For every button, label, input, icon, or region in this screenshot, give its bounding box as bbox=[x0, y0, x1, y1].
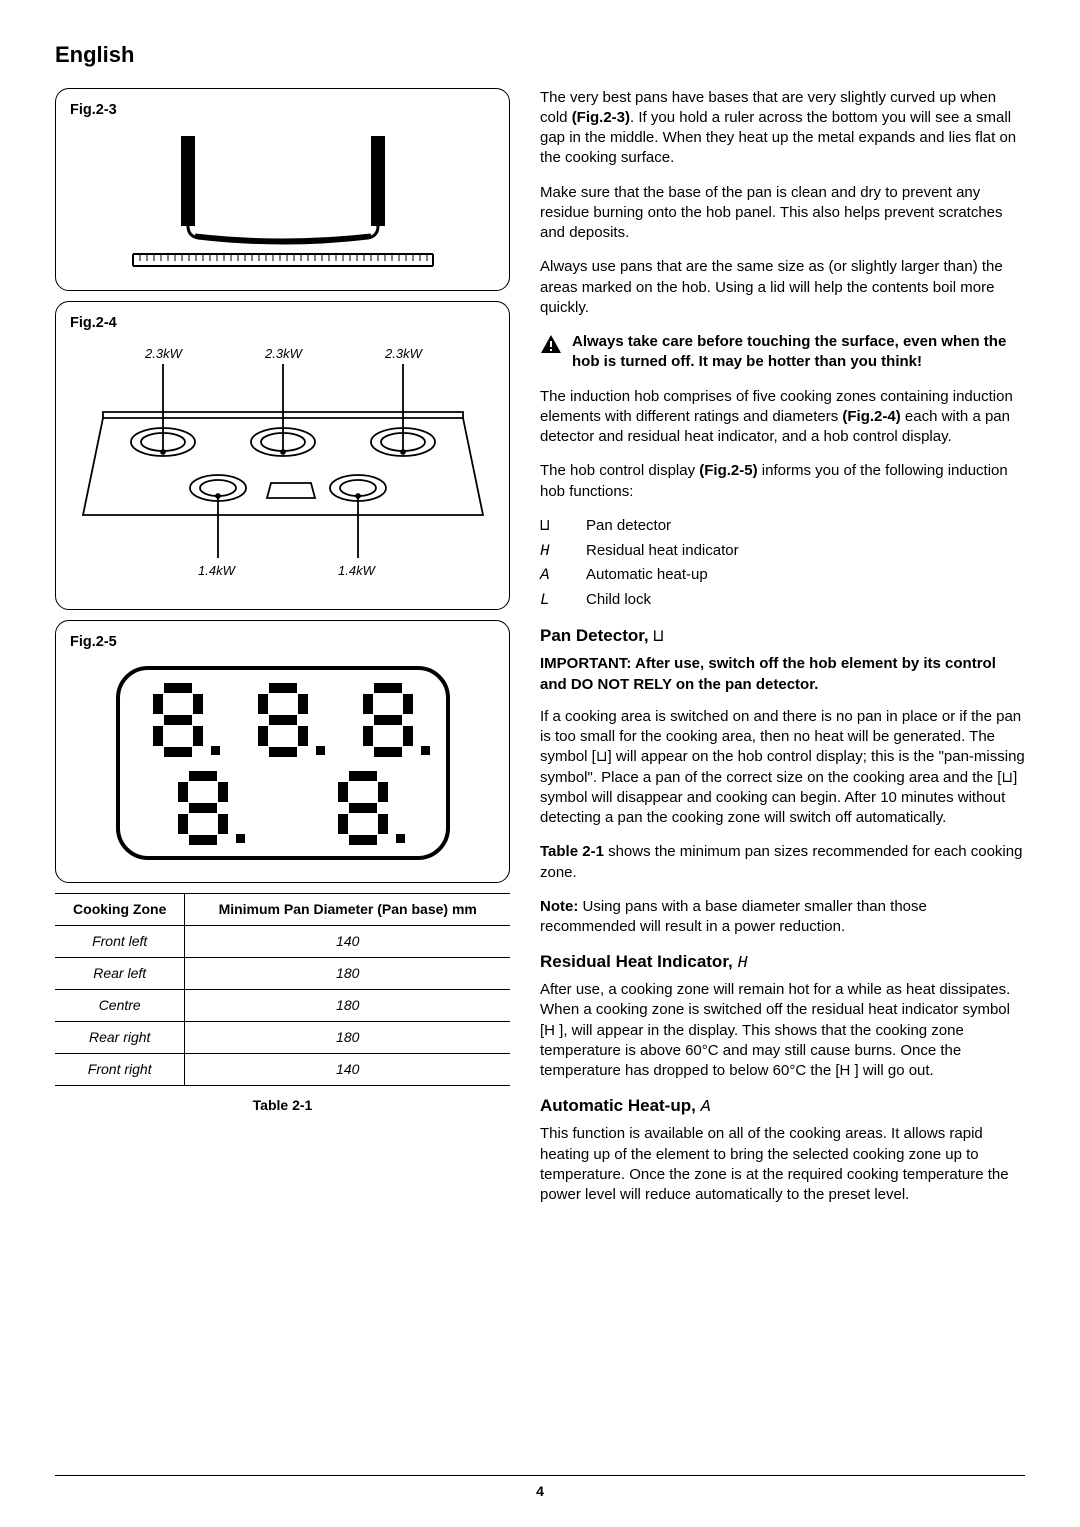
cell-diam: 140 bbox=[185, 926, 510, 958]
paragraph: Table 2-1 shows the minimum pan sizes re… bbox=[540, 842, 1025, 883]
important-note: IMPORTANT: After use, switch off the hob… bbox=[540, 654, 1025, 695]
symbol-row: H Residual heat indicator bbox=[540, 541, 1025, 563]
paragraph: This function is available on all of the… bbox=[540, 1124, 1025, 1205]
kw-label: 2.3kW bbox=[384, 346, 424, 361]
hob-layout-svg: 2.3kW 2.3kW 2.3kW bbox=[73, 340, 493, 595]
paragraph: Note: Using pans with a base diameter sm… bbox=[540, 897, 1025, 938]
heading-glyph: ⊔ bbox=[653, 628, 663, 647]
table-caption: Table 2-1 bbox=[55, 1096, 510, 1115]
cell-diam: 180 bbox=[185, 1021, 510, 1053]
th-diameter: Minimum Pan Diameter (Pan base) mm bbox=[185, 894, 510, 926]
warning-icon bbox=[540, 334, 562, 354]
paragraph: Always use pans that are the same size a… bbox=[540, 257, 1025, 318]
text: shows the minimum pan sizes recommended … bbox=[540, 843, 1022, 880]
warning-block: Always take care before touching the sur… bbox=[540, 332, 1025, 373]
figure-2-5: Fig.2-5 bbox=[55, 620, 510, 884]
symbol-label: Residual heat indicator bbox=[586, 541, 739, 561]
text: Using pans with a base diameter smaller … bbox=[540, 898, 927, 935]
right-column: The very best pans have bases that are v… bbox=[540, 88, 1025, 1220]
left-column: Fig.2-3 Fig.2-4 bbox=[55, 88, 510, 1220]
kw-label: 2.3kW bbox=[264, 346, 304, 361]
paragraph: The hob control display (Fig.2-5) inform… bbox=[540, 461, 1025, 502]
symbol-label: Automatic heat-up bbox=[586, 565, 708, 585]
page-footer: 4 bbox=[55, 1475, 1025, 1501]
heading-text: Automatic Heat-up, bbox=[540, 1096, 701, 1115]
th-zone: Cooking Zone bbox=[55, 894, 185, 926]
kw-label: 2.3kW bbox=[144, 346, 184, 361]
figure-label: Fig.2-4 bbox=[70, 314, 495, 334]
display-panel-svg bbox=[103, 658, 463, 868]
fig-ref: (Fig.2-5) bbox=[699, 462, 757, 479]
child-lock-glyph: L bbox=[540, 590, 558, 612]
note-label: Note: bbox=[540, 898, 583, 915]
fig-ref: (Fig.2-3) bbox=[572, 109, 630, 126]
pan-profile-svg bbox=[88, 126, 478, 276]
cell-zone: Centre bbox=[55, 990, 185, 1022]
symbol-list: ⊔ Pan detector H Residual heat indicator A… bbox=[540, 516, 1025, 611]
cell-zone: Front right bbox=[55, 1053, 185, 1085]
table-row: Rear right180 bbox=[55, 1021, 510, 1053]
fig-ref: (Fig.2-4) bbox=[842, 408, 900, 425]
paragraph: The very best pans have bases that are v… bbox=[540, 88, 1025, 169]
symbol-row: A Automatic heat-up bbox=[540, 565, 1025, 587]
heading-residual-heat: Residual Heat Indicator, H bbox=[540, 951, 1025, 976]
figure-label: Fig.2-5 bbox=[70, 633, 495, 653]
content-columns: Fig.2-3 Fig.2-4 bbox=[55, 88, 1025, 1220]
heading-glyph: A bbox=[701, 1098, 711, 1117]
paragraph: After use, a cooking zone will remain ho… bbox=[540, 980, 1025, 1081]
page-title: English bbox=[55, 40, 1025, 70]
heading-pan-detector: Pan Detector, ⊔ bbox=[540, 625, 1025, 650]
cell-zone: Rear left bbox=[55, 958, 185, 990]
auto-heatup-glyph: A bbox=[540, 565, 558, 587]
paragraph: The induction hob comprises of five cook… bbox=[540, 387, 1025, 448]
figure-label: Fig.2-3 bbox=[70, 101, 495, 121]
figure-2-4: Fig.2-4 2.3kW 2.3kW 2.3kW bbox=[55, 301, 510, 610]
cell-diam: 180 bbox=[185, 958, 510, 990]
cell-diam: 180 bbox=[185, 990, 510, 1022]
symbol-row: ⊔ Pan detector bbox=[540, 516, 1025, 538]
cell-zone: Front left bbox=[55, 926, 185, 958]
symbol-label: Pan detector bbox=[586, 516, 671, 536]
symbol-row: L Child lock bbox=[540, 590, 1025, 612]
text: The hob control display bbox=[540, 462, 699, 479]
paragraph: Make sure that the base of the pan is cl… bbox=[540, 183, 1025, 244]
kw-label: 1.4kW bbox=[198, 563, 237, 578]
kw-label: 1.4kW bbox=[338, 563, 377, 578]
paragraph: If a cooking area is switched on and the… bbox=[540, 707, 1025, 829]
table-row: Front right140 bbox=[55, 1053, 510, 1085]
heading-text: Residual Heat Indicator, bbox=[540, 952, 737, 971]
important-label: IMPORTANT: bbox=[540, 655, 635, 672]
symbol-label: Child lock bbox=[586, 590, 651, 610]
table-row: Rear left180 bbox=[55, 958, 510, 990]
pan-diameter-table: Cooking Zone Minimum Pan Diameter (Pan b… bbox=[55, 893, 510, 1085]
warning-text: Always take care before touching the sur… bbox=[572, 332, 1025, 373]
heading-text: Pan Detector, bbox=[540, 626, 653, 645]
page-number: 4 bbox=[536, 1483, 544, 1499]
cell-diam: 140 bbox=[185, 1053, 510, 1085]
table-row: Centre180 bbox=[55, 990, 510, 1022]
table-row: Front left140 bbox=[55, 926, 510, 958]
residual-heat-glyph: H bbox=[540, 541, 558, 563]
figure-2-3: Fig.2-3 bbox=[55, 88, 510, 292]
table-ref: Table 2-1 bbox=[540, 843, 604, 860]
cell-zone: Rear right bbox=[55, 1021, 185, 1053]
heading-auto-heatup: Automatic Heat-up, A bbox=[540, 1095, 1025, 1120]
heading-glyph: H bbox=[737, 954, 747, 973]
pan-detector-glyph: ⊔ bbox=[540, 516, 558, 538]
